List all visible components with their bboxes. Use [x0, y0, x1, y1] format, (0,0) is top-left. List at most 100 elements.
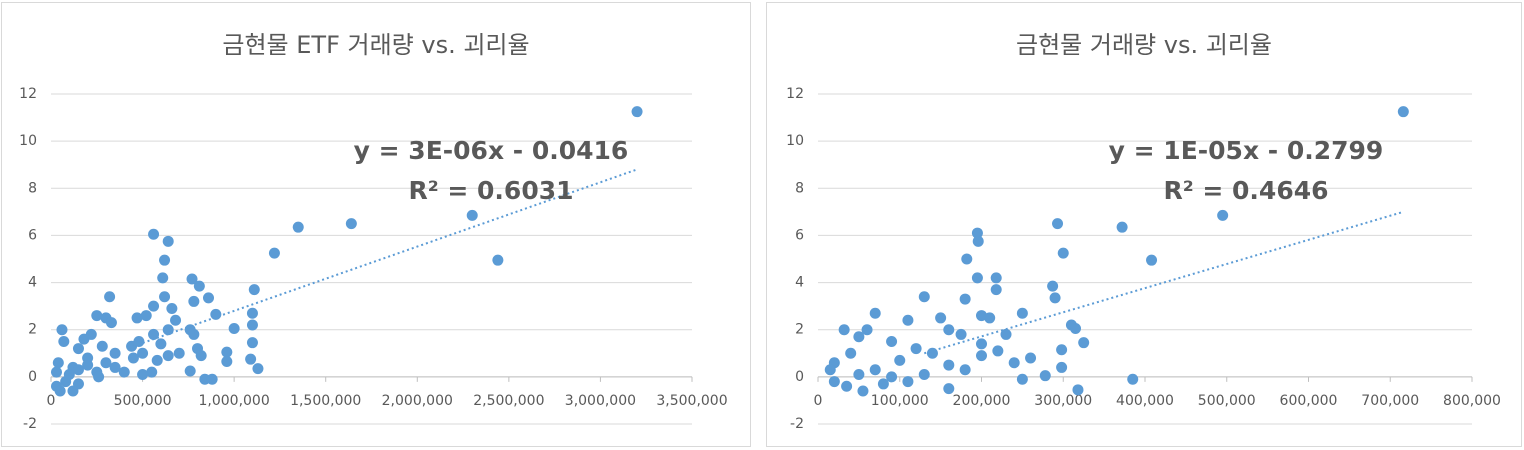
point: [184, 324, 196, 336]
point: [1025, 352, 1037, 364]
point: [109, 347, 121, 359]
point: [1049, 292, 1061, 304]
x-tick-label: 1,000,000: [199, 393, 270, 409]
point: [63, 369, 75, 380]
point: [246, 319, 258, 331]
y-tick-label: 4: [795, 275, 804, 291]
point: [58, 336, 70, 347]
point: [631, 106, 643, 118]
point: [1116, 221, 1128, 233]
point: [91, 310, 103, 322]
point: [155, 338, 167, 350]
point: [1016, 307, 1028, 319]
point: [131, 312, 143, 324]
point: [918, 369, 930, 380]
point: [54, 385, 66, 397]
point: [971, 272, 983, 284]
point: [268, 247, 280, 259]
point: [861, 324, 873, 336]
x-tick-label: 800,000: [1443, 393, 1501, 409]
point: [853, 369, 865, 380]
point: [93, 371, 105, 383]
point: [886, 336, 898, 347]
trendline-equation: y = 1E-05x - 0.2799: [1109, 136, 1384, 165]
point: [248, 284, 260, 296]
point: [162, 235, 174, 247]
point: [203, 292, 215, 304]
x-tick-label: 500,000: [114, 393, 172, 409]
point: [159, 291, 171, 303]
point: [1057, 247, 1069, 259]
point: [221, 346, 233, 358]
point: [869, 364, 881, 376]
point: [133, 336, 145, 347]
y-tick-label: 6: [795, 227, 804, 243]
x-tick-label: 400,000: [1116, 393, 1174, 409]
point: [1056, 344, 1068, 356]
point: [221, 356, 233, 368]
point: [894, 354, 906, 366]
point: [245, 353, 257, 365]
x-tick-label: 100,000: [871, 393, 929, 409]
point: [148, 300, 160, 312]
point: [118, 366, 130, 378]
point: [137, 369, 149, 380]
point: [72, 343, 84, 355]
point: [166, 303, 178, 314]
point: [162, 350, 174, 362]
point: [918, 291, 930, 303]
point: [902, 314, 914, 326]
point: [1078, 337, 1090, 349]
y-tick-label: -2: [790, 416, 804, 432]
point: [1146, 254, 1158, 266]
y-tick-label: 8: [28, 180, 37, 196]
point: [193, 280, 205, 292]
y-tick-label: 6: [28, 227, 37, 243]
point: [976, 338, 987, 350]
point: [72, 364, 84, 376]
point: [1217, 209, 1229, 221]
point: [170, 314, 182, 326]
point: [1047, 280, 1059, 292]
point: [943, 359, 955, 371]
point: [252, 363, 264, 375]
point: [100, 357, 112, 369]
point: [838, 324, 850, 336]
point: [140, 310, 152, 322]
point: [292, 221, 304, 233]
point: [104, 291, 116, 303]
point: [972, 235, 984, 247]
point: [869, 307, 881, 319]
point: [1039, 370, 1051, 382]
point: [877, 378, 889, 390]
point: [1008, 357, 1020, 369]
point: [56, 324, 68, 336]
point: [67, 385, 79, 397]
point: [206, 373, 218, 385]
y-tick-label: 10: [786, 133, 804, 149]
chart-title: 금현물 거래량 vs. 괴리율: [1016, 31, 1272, 59]
y-tick-label: 10: [19, 133, 37, 149]
point: [943, 383, 955, 395]
chart-panel: 금현물 ETF 거래량 vs. 괴리율 -2 0 2 4 6 8 10 12 0 500,000 1,…: [1, 2, 751, 447]
chart-panel: 금현물 거래량 vs. 괴리율 -2 0 2 4 6 8 10 12 0 100,000 200,00…: [766, 2, 1522, 447]
point: [50, 366, 62, 378]
trendline-equation: R² = 0.6031: [408, 176, 573, 205]
point: [943, 324, 955, 336]
point: [926, 347, 938, 359]
point: [162, 324, 174, 336]
point: [824, 364, 836, 376]
point: [990, 272, 1002, 284]
y-tick-label: 0: [28, 369, 37, 385]
x-tick-label: 0: [47, 393, 56, 409]
point: [137, 347, 149, 359]
x-tick-label: 1,500,000: [290, 393, 361, 409]
point: [1052, 218, 1064, 230]
y-tick-label: 8: [795, 180, 804, 196]
point: [105, 317, 117, 329]
trendline: [133, 168, 638, 348]
point: [1397, 106, 1409, 118]
point: [146, 366, 158, 378]
point: [188, 295, 200, 307]
